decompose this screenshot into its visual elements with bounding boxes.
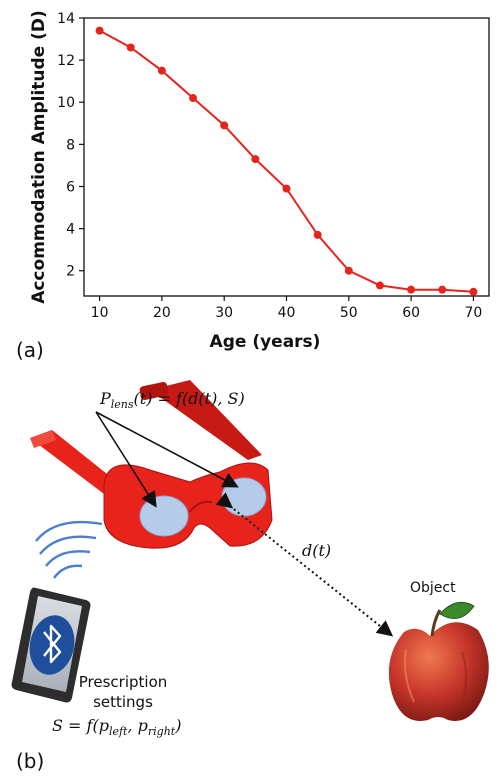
arrow-to-left-lens [95,411,157,508]
phone-icon [11,587,91,703]
data-point [251,155,260,164]
y-tick-label: 2 [66,264,75,280]
series-line [99,29,474,293]
y-tick-label: 10 [57,95,75,111]
x-tick-label: 30 [215,305,233,321]
x-axis-label: Age (years) [210,332,321,352]
x-tick-label: 50 [340,305,358,321]
plot-frame [83,17,490,297]
data-point [220,121,229,130]
panel-label-a: (a) [16,338,44,362]
data-point [157,66,166,75]
x-tick-label: 40 [278,305,296,321]
distance-arrow [215,492,394,637]
x-tick-label: 20 [153,305,171,321]
lens-power-formula: Plens(t) = f(d(t), S) [99,389,245,411]
data-point [438,285,447,294]
data-point [407,285,416,294]
data-point [189,94,198,103]
y-axis-ticks: 2 4 6 8 10 12 14 [57,11,84,280]
settings-sub-left: left [109,725,128,738]
settings-sub-right: right [148,725,176,738]
object-label: Object [410,580,456,596]
data-point [282,184,291,193]
y-axis-label: Accommodation Amplitude (D) [29,10,49,304]
formula-p: P [99,389,111,408]
x-tick-label: 60 [402,305,420,321]
prescription-label-line2: settings [93,693,153,711]
accommodation-chart: 2 4 6 8 10 12 14 10 20 30 40 50 60 70 Age (years) Ac… [29,10,490,352]
y-tick-label: 14 [57,11,75,27]
panel-label-b: (b) [16,749,44,773]
wifi-waves-icon [35,520,103,579]
formula-rest: (t) = f(d(t), S) [134,389,245,408]
settings-formula: S = f(pleft, pright) [52,716,181,738]
data-point [95,26,104,35]
right-lens [221,477,267,517]
svg-text:Plens(t) = f(d(t), S): Plens(t) = f(d(t), S) [99,389,245,411]
y-tick-label: 8 [66,137,75,153]
y-tick-label: 6 [66,179,75,195]
bluetooth-icon [43,624,62,664]
data-point [344,266,353,275]
settings-part-a: S = f(p [52,716,109,735]
settings-part-b: , p [127,716,147,735]
distance-label: d(t) [302,541,331,560]
left-lens [139,495,189,537]
y-tick-label: 12 [57,53,75,69]
apple-icon [388,601,489,721]
x-axis-ticks: 10 20 30 40 50 60 70 [91,296,483,321]
y-tick-label: 4 [66,222,75,238]
data-point [313,230,322,239]
x-tick-label: 70 [465,305,483,321]
x-tick-label: 10 [91,305,109,321]
arrow-to-right-lens [95,411,239,488]
series-points [95,26,478,296]
data-point [375,281,384,290]
formula-sub: lens [111,398,134,411]
prescription-label-line1: Prescription [79,673,168,691]
data-point [126,43,135,52]
settings-part-c: ) [174,716,181,735]
data-point [469,287,478,296]
